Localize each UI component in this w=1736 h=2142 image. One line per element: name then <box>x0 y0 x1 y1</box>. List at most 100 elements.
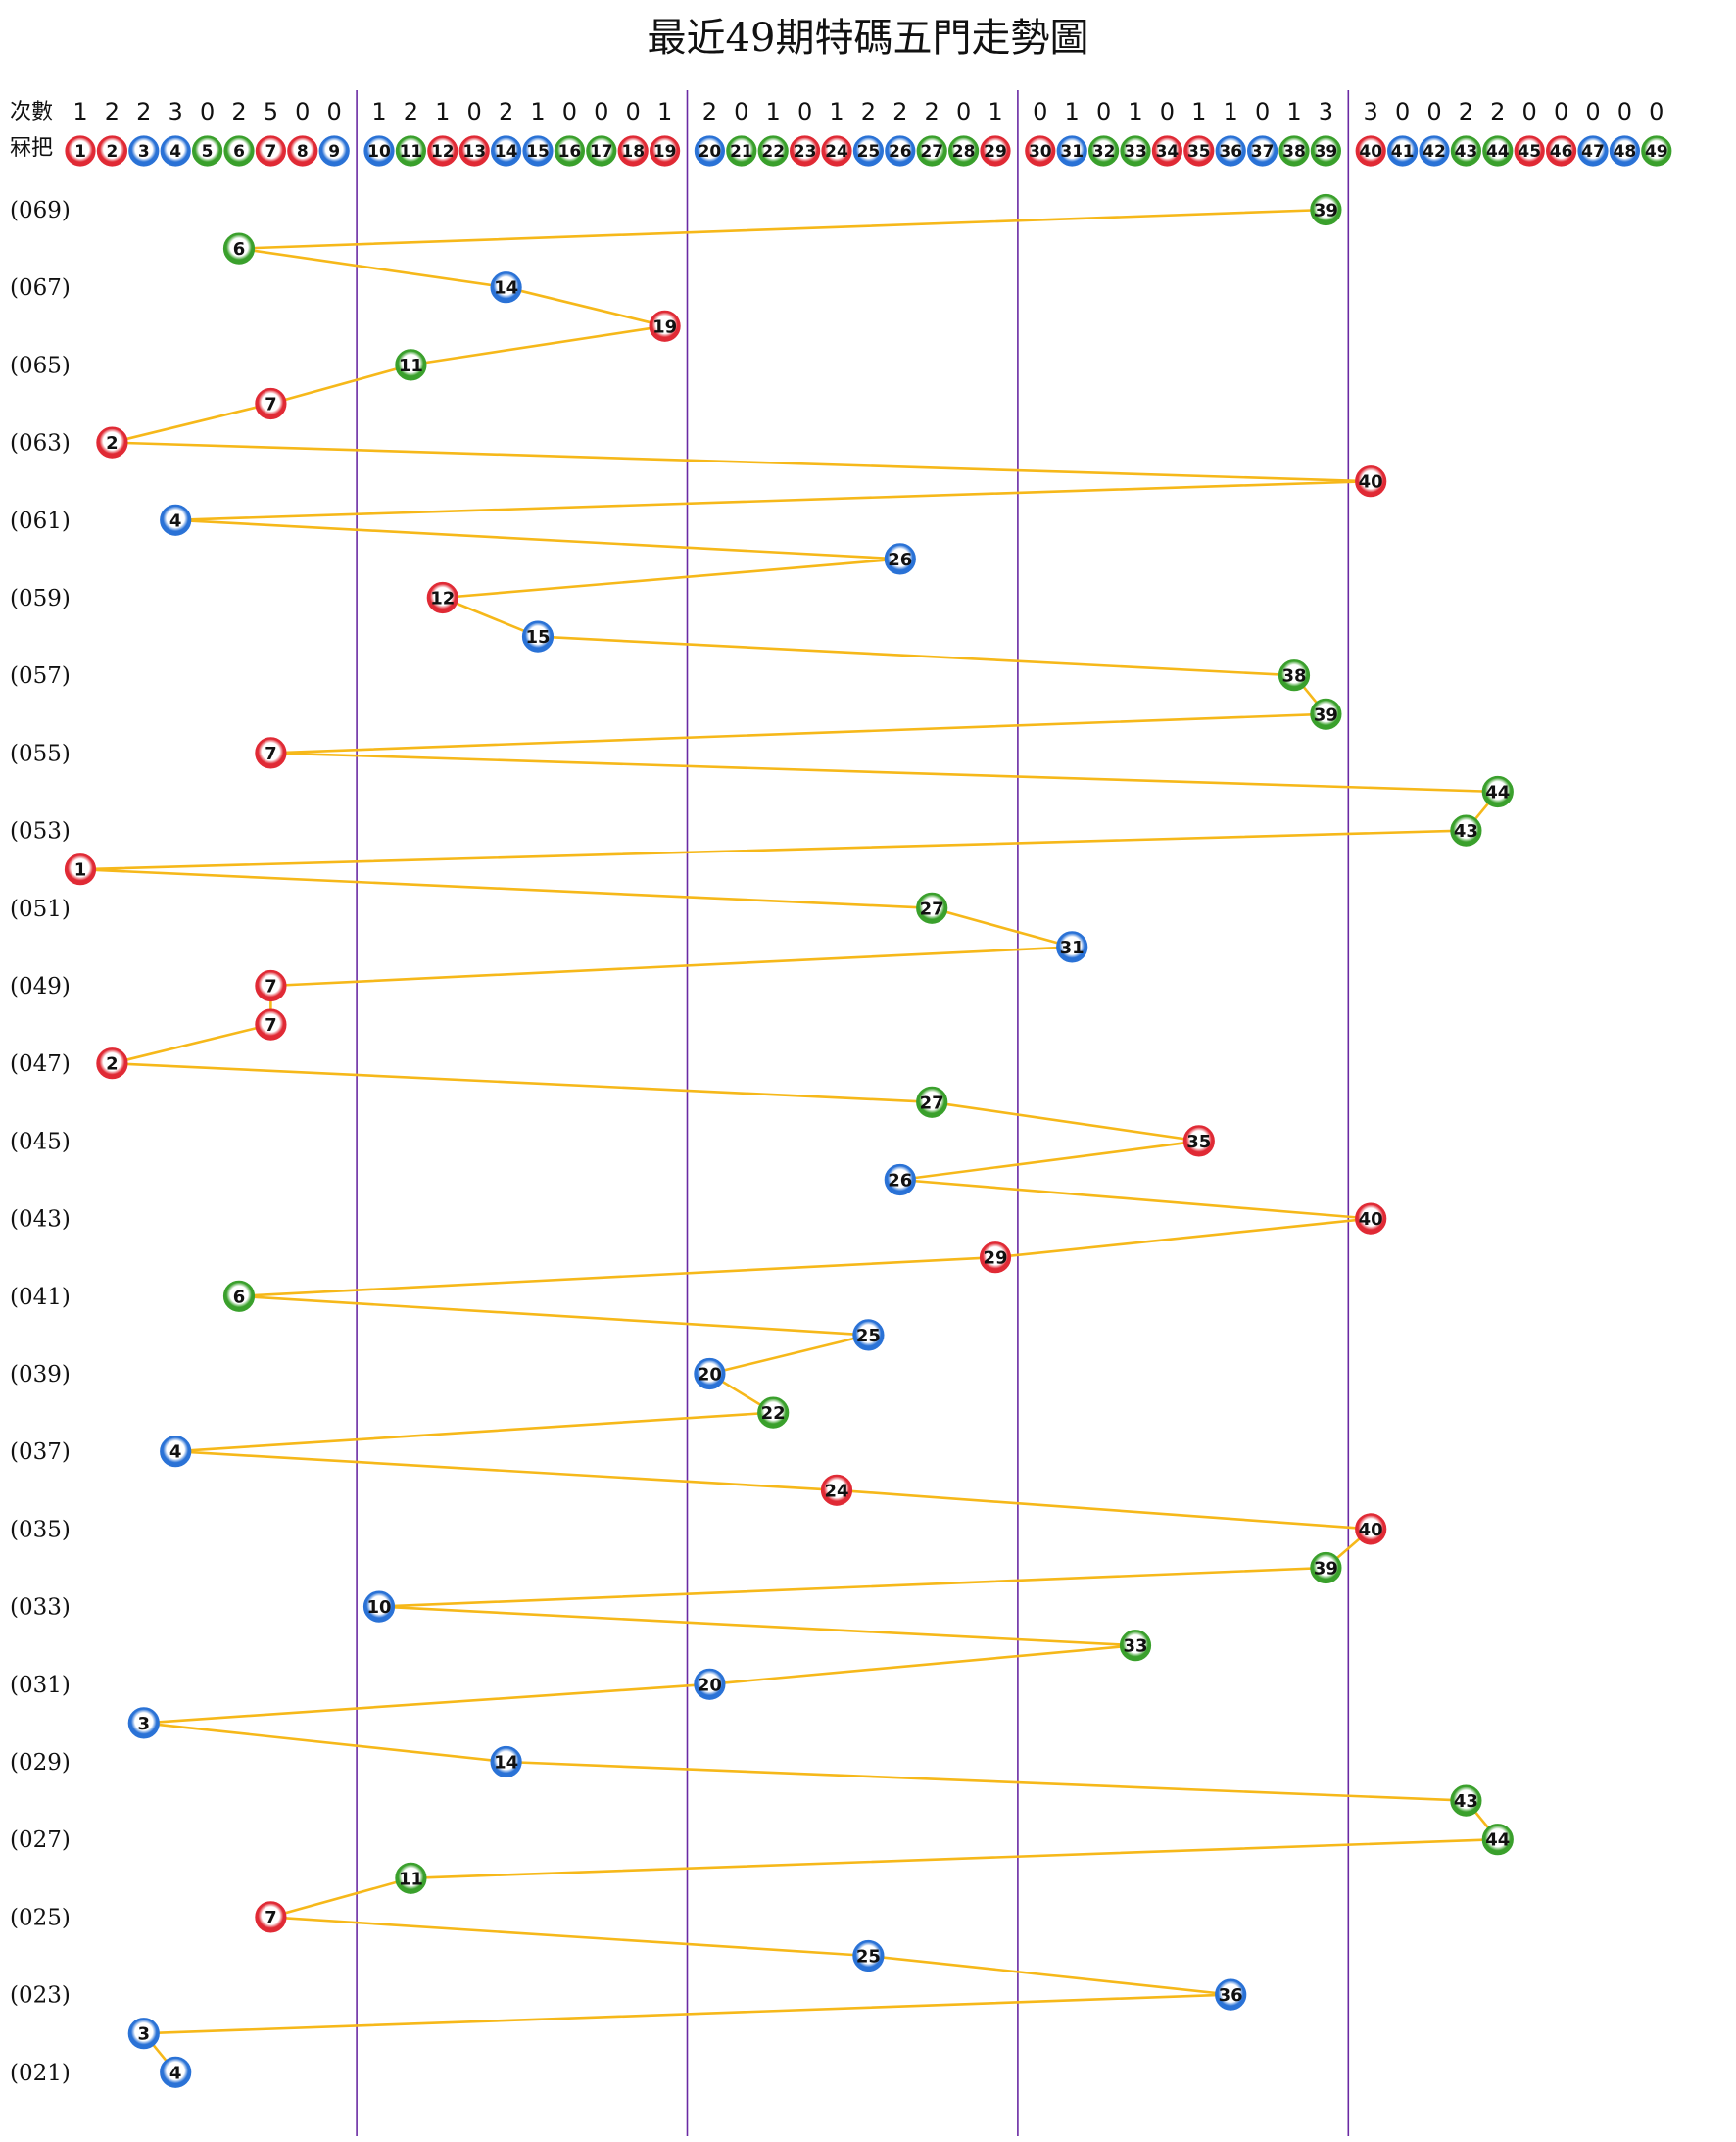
header-ball: 40 <box>1355 135 1386 167</box>
trend-segment <box>708 1334 870 1376</box>
draw-ball: 1 <box>64 853 97 886</box>
draw-ball: 4 <box>160 1436 192 1468</box>
trend-segment <box>78 829 1468 871</box>
trend-segment <box>237 1255 997 1298</box>
trend-segment <box>269 364 412 406</box>
draw-ball: 38 <box>1278 659 1311 692</box>
trend-segment <box>898 1178 1373 1220</box>
svg-text:31: 31 <box>1060 142 1084 162</box>
draw-ball: 31 <box>1056 931 1088 963</box>
count-value: 0 <box>327 98 342 125</box>
svg-text:19: 19 <box>652 316 677 337</box>
svg-text:47: 47 <box>1581 142 1605 162</box>
period-label: (045) <box>10 1129 71 1154</box>
svg-text:12: 12 <box>430 588 455 609</box>
count-value: 0 <box>1096 98 1111 125</box>
draw-ball: 7 <box>255 387 287 420</box>
period-label: (029) <box>10 1750 71 1776</box>
draw-ball: 26 <box>884 543 916 575</box>
draw-ball: 7 <box>255 737 287 769</box>
header-ball: 28 <box>947 135 980 167</box>
count-value: 3 <box>1364 98 1378 125</box>
count-value: 0 <box>562 98 577 125</box>
period-label: (051) <box>10 897 71 922</box>
svg-text:40: 40 <box>1359 142 1382 162</box>
trend-segment <box>111 402 272 444</box>
svg-text:36: 36 <box>1219 142 1242 162</box>
draw-ball: 15 <box>521 620 555 653</box>
trend-segment <box>237 208 1327 250</box>
draw-ball: 24 <box>820 1474 853 1506</box>
svg-text:35: 35 <box>1187 142 1211 162</box>
header-ball: 3 <box>128 135 160 167</box>
trend-segment <box>410 324 666 366</box>
trend-segment <box>269 712 1327 755</box>
count-value: 0 <box>734 98 748 125</box>
svg-text:28: 28 <box>952 142 976 162</box>
draw-ball: 2 <box>96 426 128 459</box>
header-ball: 38 <box>1278 135 1310 167</box>
count-value: 2 <box>499 98 513 125</box>
draw-ball: 12 <box>426 581 458 614</box>
svg-text:33: 33 <box>1123 1636 1147 1657</box>
trend-segment <box>536 635 1296 677</box>
period-label: (025) <box>10 1905 71 1930</box>
svg-text:43: 43 <box>1454 1791 1478 1812</box>
trend-segment <box>410 1837 1500 1880</box>
trend-segment <box>237 247 507 289</box>
svg-text:11: 11 <box>400 142 423 162</box>
header-ball: 20 <box>694 135 726 167</box>
number-header-row: 1 2 3 4 5 6 7 8 9 10 11 12 13 14 15 16 17 18 19 20 21 22 23 24 2… <box>65 135 1672 167</box>
header-ball: 27 <box>916 135 947 167</box>
header-ball: 12 <box>427 135 458 167</box>
header-ball: 17 <box>586 135 617 167</box>
svg-text:7: 7 <box>265 394 277 414</box>
draw-ball: 40 <box>1355 1513 1387 1545</box>
trend-segment <box>173 1411 775 1453</box>
svg-text:46: 46 <box>1550 142 1573 162</box>
count-value: 2 <box>404 98 418 125</box>
trend-segment <box>441 558 902 600</box>
count-value: 0 <box>956 98 971 125</box>
count-value: 2 <box>105 98 120 125</box>
period-label: (047) <box>10 1051 71 1077</box>
trend-line <box>78 208 1500 2074</box>
draw-balls: 3961419117240426121538397444312731772273… <box>64 193 1514 2088</box>
svg-text:41: 41 <box>1391 142 1415 162</box>
count-value: 2 <box>1490 98 1505 125</box>
draw-ball: 43 <box>1450 1784 1482 1817</box>
trend-segment <box>708 1643 1137 1686</box>
header-ball: 45 <box>1514 135 1545 167</box>
count-value: 0 <box>1255 98 1270 125</box>
svg-text:40: 40 <box>1359 1520 1383 1540</box>
svg-text:26: 26 <box>889 142 912 162</box>
count-value: 1 <box>530 98 545 125</box>
draw-ball: 33 <box>1119 1630 1152 1662</box>
header-ball: 46 <box>1545 135 1577 167</box>
svg-text:1: 1 <box>74 142 86 162</box>
trend-segment <box>269 752 1500 794</box>
svg-text:11: 11 <box>399 1869 423 1889</box>
draw-ball: 2 <box>96 1047 128 1080</box>
svg-text:3: 3 <box>138 142 150 162</box>
period-label: (049) <box>10 974 71 999</box>
svg-text:2: 2 <box>106 142 118 162</box>
period-label: (021) <box>10 2061 71 2086</box>
header-ball: 43 <box>1450 135 1482 167</box>
trend-segment <box>269 946 1074 988</box>
svg-text:7: 7 <box>265 976 277 997</box>
trend-segment <box>237 1294 870 1337</box>
trend-segment <box>142 1682 711 1725</box>
period-label: (037) <box>10 1439 71 1465</box>
header-ball: 10 <box>363 135 395 167</box>
svg-text:7: 7 <box>265 142 276 162</box>
period-label: (063) <box>10 431 71 457</box>
svg-text:27: 27 <box>920 142 943 162</box>
count-value: 0 <box>1426 98 1441 125</box>
header-ball: 42 <box>1419 135 1450 167</box>
draw-ball: 10 <box>362 1590 396 1623</box>
draw-ball: 39 <box>1310 193 1342 226</box>
count-value: 0 <box>626 98 641 125</box>
svg-text:44: 44 <box>1485 782 1510 803</box>
trend-segment <box>269 1916 870 1958</box>
